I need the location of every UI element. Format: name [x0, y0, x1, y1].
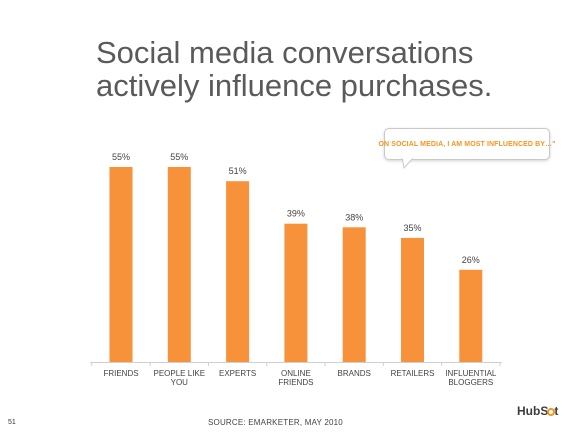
slide-number: 51 [8, 419, 16, 426]
category-label-6: RETAILERS [391, 369, 435, 378]
bars-layer: 55% FRIENDS 55% PEOPLE LIKE YOU 51% EXPERTS 39%… [91, 152, 501, 387]
category-label-4: ONLINE FRIENDS [278, 369, 313, 387]
category-label-5: BRANDS [338, 369, 371, 378]
sprocket-icon [547, 407, 556, 416]
category-label-1: FRIENDS [103, 369, 138, 378]
value-label-3: 51% [229, 166, 247, 176]
value-label-1: 55% [112, 152, 130, 162]
title-line-2: actively influence purchases. [96, 68, 493, 103]
hubspot-logo: HubS t [517, 404, 558, 418]
logo-text-start: HubS [517, 404, 549, 418]
title-line-1: Social media conversations [96, 35, 474, 70]
category-label-3: EXPERTS [219, 369, 256, 378]
bar-2 [167, 167, 191, 362]
category-label-2: PEOPLE LIKE YOU [154, 369, 206, 387]
value-label-6: 35% [403, 223, 421, 233]
bar-3 [226, 181, 250, 362]
logo-text-end: t [554, 404, 559, 418]
value-label-2: 55% [170, 152, 188, 162]
category-label-7: INFLUENTIAL BLOGGERS [445, 369, 497, 387]
value-label-5: 38% [345, 212, 363, 222]
bar-1 [109, 167, 133, 362]
value-label-4: 39% [287, 209, 305, 219]
bar-5 [342, 227, 366, 362]
source-caption: SOURCE: EMARKETER, MAY 2010 [208, 418, 343, 427]
bar-6 [401, 237, 424, 362]
callout-bubble: ON SOCIAL MEDIA, I AM MOST INFLUENCED BY… [378, 128, 555, 160]
callout-text: ON SOCIAL MEDIA, I AM MOST INFLUENCED BY… [378, 140, 556, 148]
bar-7 [459, 269, 483, 362]
bar-4 [284, 223, 308, 362]
callout-tail [401, 157, 415, 169]
slide-title: Social media conversations actively infl… [96, 36, 556, 102]
value-label-7: 26% [462, 255, 480, 265]
